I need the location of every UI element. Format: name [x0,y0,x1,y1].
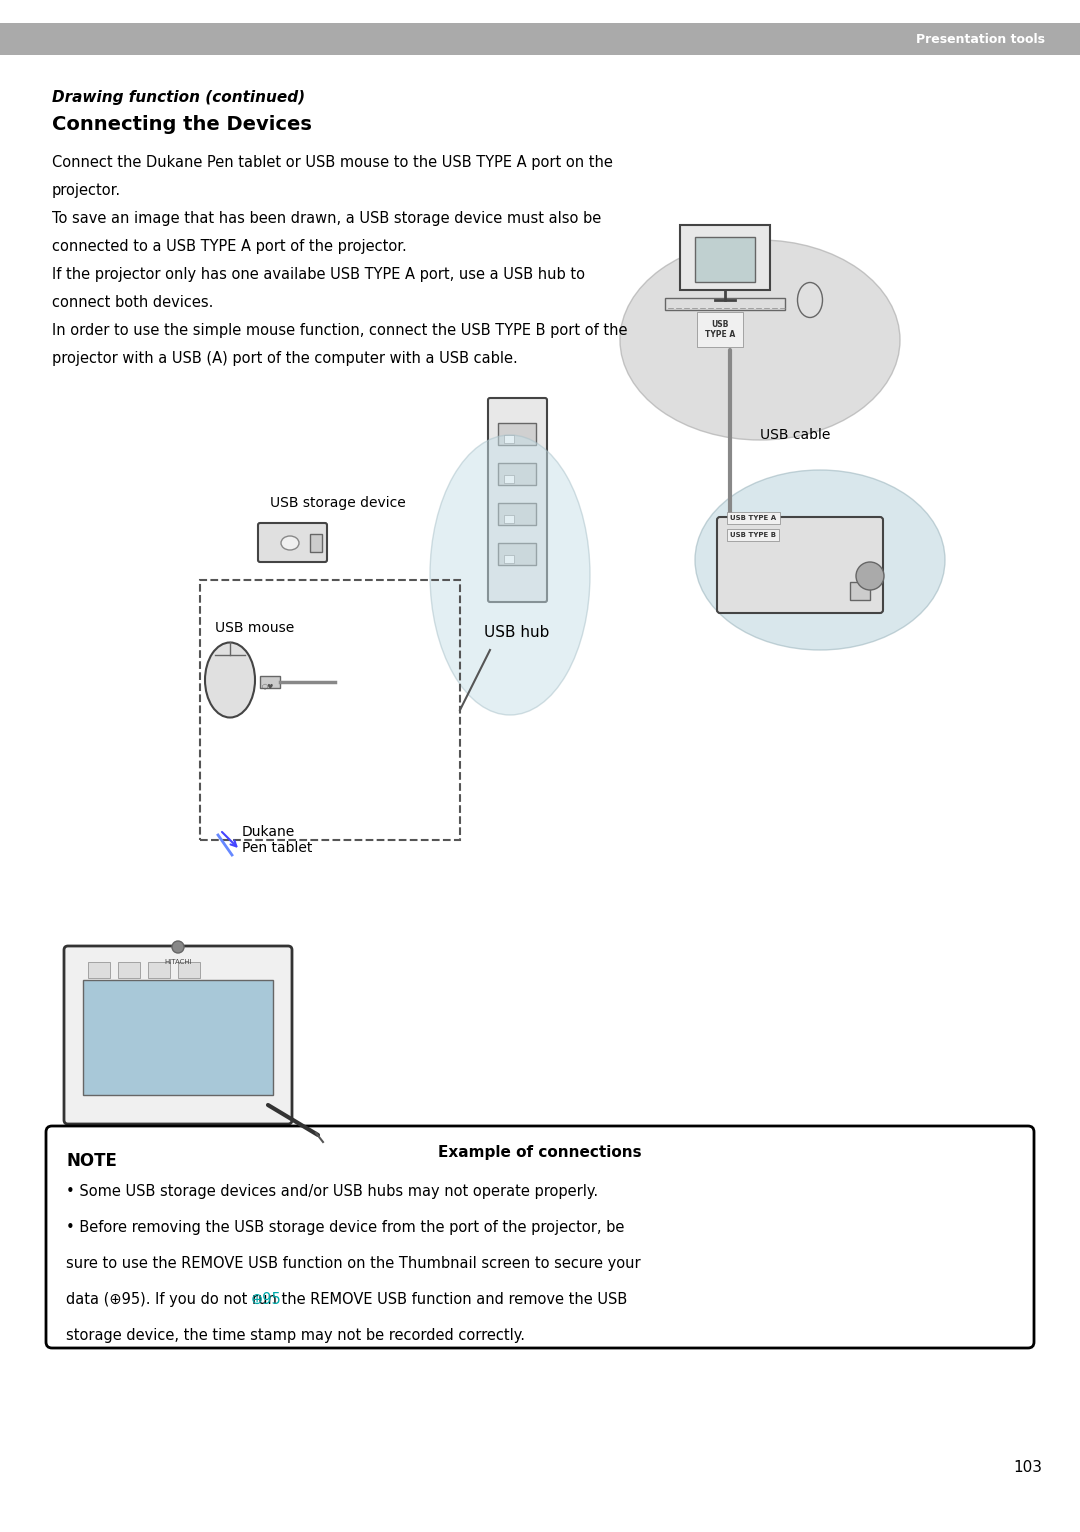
Text: 103: 103 [1013,1460,1042,1474]
Bar [118,962,140,977]
Text: data (⊕95). If you do not run the REMOVE USB function and remove the USB: data (⊕95). If you do not run the REMOVE… [66,1291,627,1307]
Bar [178,962,200,977]
FancyBboxPatch shape [717,516,883,613]
Bar [83,980,273,1095]
Text: Drawing function (continued): Drawing function (continued) [52,90,306,106]
Text: connect both devices.: connect both devices. [52,296,214,309]
Ellipse shape [620,241,900,440]
Text: USB cable: USB cable [760,427,831,443]
Bar [87,962,110,977]
Text: • Before removing the USB storage device from the port of the projector, be: • Before removing the USB storage device… [66,1219,624,1235]
Text: Connecting the Devices: Connecting the Devices [52,115,312,133]
Text: Connect the Dukane Pen tablet or USB mouse to the USB TYPE A port on the: Connect the Dukane Pen tablet or USB mou… [52,155,612,170]
Text: connected to a USB TYPE A port of the projector.: connected to a USB TYPE A port of the pr… [52,239,407,254]
Text: storage device, the time stamp may not be recorded correctly.: storage device, the time stamp may not b… [66,1328,525,1344]
Bar [504,555,514,562]
Text: USB
TYPE A: USB TYPE A [705,320,735,340]
Text: In order to use the simple mouse function, connect the USB TYPE B port of the: In order to use the simple mouse functio… [52,323,627,339]
FancyBboxPatch shape [488,398,546,602]
Bar [850,582,870,601]
FancyBboxPatch shape [258,522,327,562]
Bar [200,581,460,840]
Text: In order to use the simple mouse function, connect the: In order to use the simple mouse functio… [52,323,461,339]
Bar [504,475,514,483]
Text: ⬡♥: ⬡♥ [261,683,273,689]
Bar [260,676,280,688]
FancyBboxPatch shape [64,945,292,1124]
Circle shape [172,941,184,953]
Text: NOTE: NOTE [66,1152,117,1170]
Text: Presentation tools: Presentation tools [916,32,1045,46]
Text: USB TYPE A: USB TYPE A [730,515,777,521]
Text: HITACHI: HITACHI [164,959,192,965]
Text: If the projector only has one availabe USB TYPE A port, use a USB hub to: If the projector only has one availabe U… [52,267,585,282]
Text: projector.: projector. [52,182,121,198]
Text: USB hub: USB hub [484,625,550,640]
Text: If the projector only has one availabe: If the projector only has one availabe [52,267,330,282]
Text: Connect the Dukane Pen tablet or USB mouse to the: Connect the Dukane Pen tablet or USB mou… [52,155,442,170]
Bar [504,515,514,522]
Bar [696,237,755,282]
Bar [310,535,322,552]
Text: Dukane
Pen tablet: Dukane Pen tablet [242,824,312,855]
Text: connected to a: connected to a [52,211,166,227]
Bar [498,463,536,486]
Bar [665,299,785,309]
Text: USB storage device: USB storage device [270,496,406,510]
Bar [680,225,770,290]
Ellipse shape [205,642,255,717]
Ellipse shape [696,470,945,650]
Text: USB mouse: USB mouse [215,620,294,634]
FancyBboxPatch shape [46,1126,1034,1348]
Bar [148,962,170,977]
Ellipse shape [856,562,885,590]
Text: sure to use the REMOVE USB function on the Thumbnail screen to secure your: sure to use the REMOVE USB function on t… [66,1256,640,1272]
Text: • Some USB storage devices and/or USB hubs may not operate properly.: • Some USB storage devices and/or USB hu… [66,1184,598,1200]
Bar [498,502,536,525]
Text: USB TYPE B: USB TYPE B [730,532,777,538]
Ellipse shape [430,435,590,715]
Text: Example of connections: Example of connections [438,1144,642,1160]
Bar [504,435,514,443]
Text: projector with a USB (A) port of the computer with a USB cable.: projector with a USB (A) port of the com… [52,351,517,366]
Text: To save an image that has been drawn, a USB storage device must also be: To save an image that has been drawn, a … [52,211,602,227]
Bar [498,542,536,565]
Text: ⊕95: ⊕95 [251,1291,282,1307]
FancyBboxPatch shape [0,23,1080,55]
Bar [498,423,536,444]
Ellipse shape [281,536,299,550]
Ellipse shape [797,282,823,317]
